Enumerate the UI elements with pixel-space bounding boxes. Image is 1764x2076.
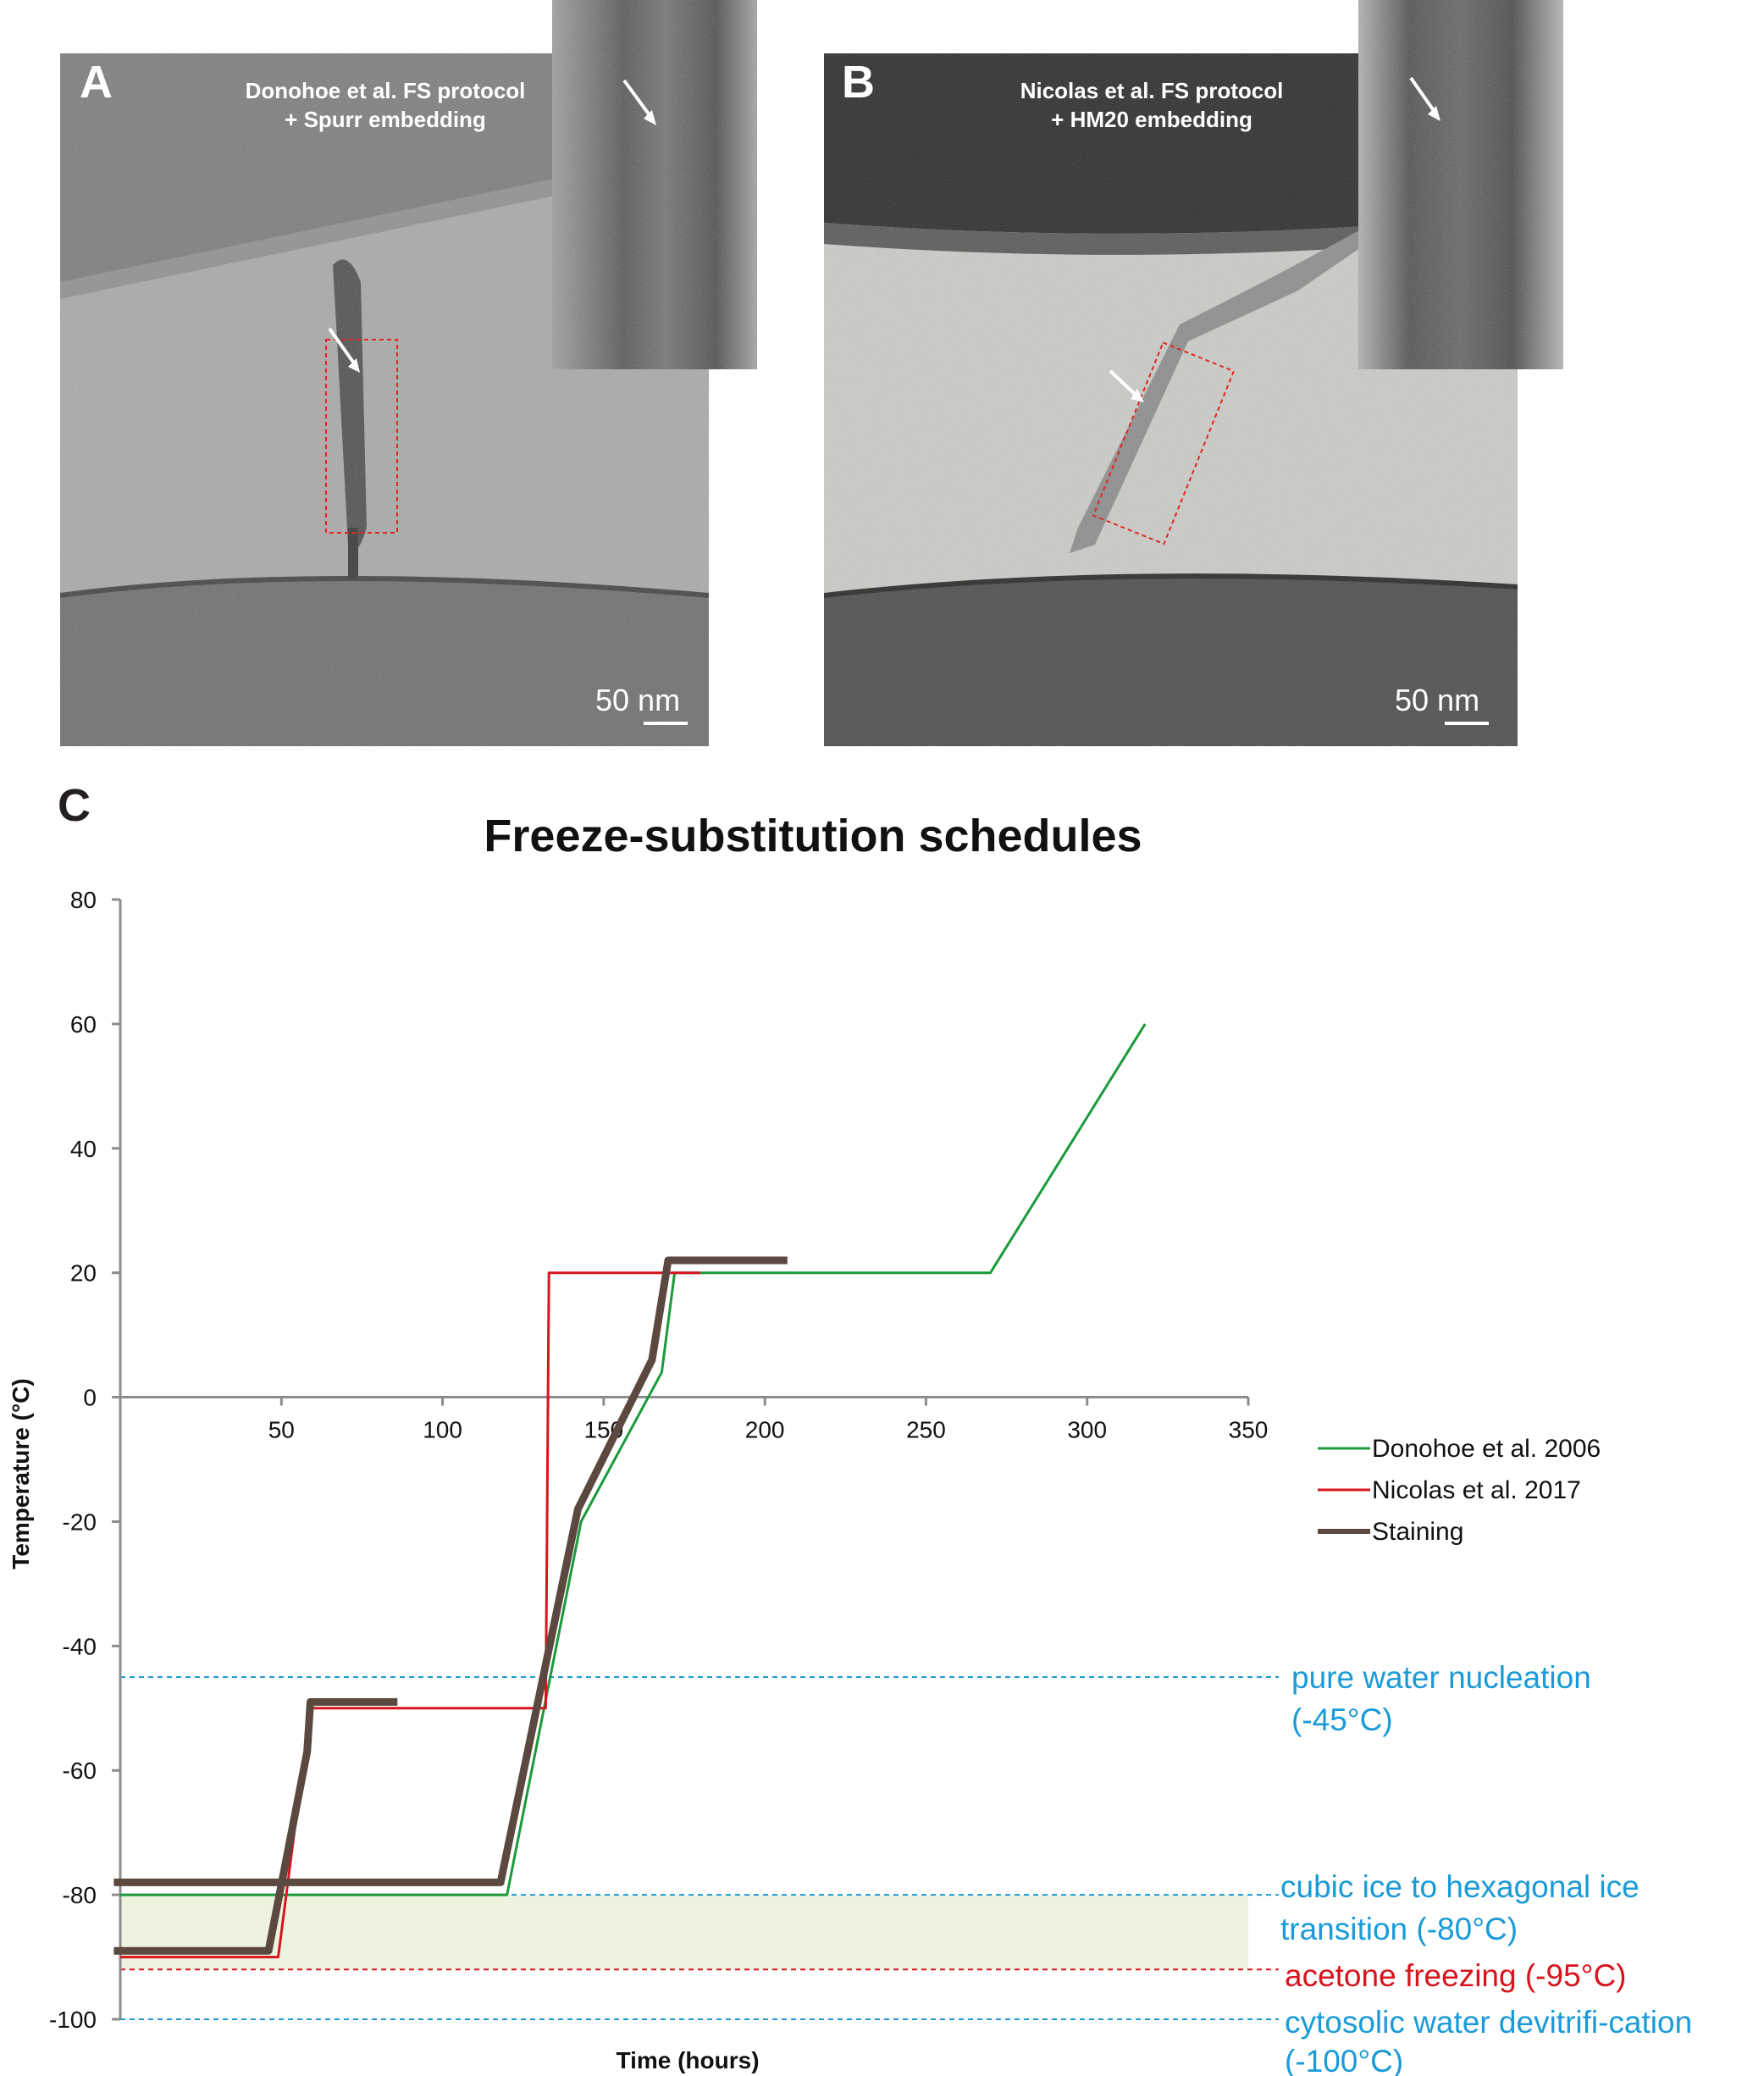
series-line-staining-0 bbox=[113, 1697, 398, 1955]
y-tick-label: 0 bbox=[83, 1385, 97, 1411]
y-tick-label: 80 bbox=[70, 887, 97, 913]
threshold-label-0-line2: (-45°C) bbox=[1291, 1702, 1393, 1737]
legend-layer: Donohoe et al. 2006 Nicolas et al. 2017 St… bbox=[1318, 1435, 1601, 1546]
x-axis-label: Time (hours) bbox=[616, 2047, 759, 2073]
panel-b-caption-line1: Nicolas et al. FS protocol bbox=[1020, 78, 1284, 103]
y-tick-label: 20 bbox=[70, 1260, 97, 1287]
panel-c-letter: C bbox=[58, 780, 91, 831]
threshold-label-1: cubic ice to hexagonal ice bbox=[1280, 1869, 1640, 1904]
panel-b-caption: Nicolas et al. FS protocol + HM20 embedd… bbox=[974, 76, 1330, 134]
panel-a-scale-label: 50 nm bbox=[595, 683, 681, 717]
panel-a-letter: A bbox=[80, 57, 113, 108]
y-tick-label: 40 bbox=[70, 1136, 97, 1162]
series-line-donohoe-et-al-2006 bbox=[120, 1023, 1147, 1896]
x-tick-label: 100 bbox=[423, 1417, 462, 1443]
panel-a-scale-bar bbox=[644, 722, 688, 725]
panel-b-scale-bar bbox=[1445, 722, 1489, 725]
threshold-label-3: cytosolic water devitrifi-cation bbox=[1285, 2005, 1692, 2040]
band-layer bbox=[120, 1895, 1248, 1970]
y-axis-label: Temperature (°C) bbox=[8, 1378, 34, 1569]
threshold-label-3-line2: (-100°C) bbox=[1285, 2044, 1403, 2076]
x-tick-label: 200 bbox=[745, 1417, 785, 1443]
series-layer bbox=[113, 1023, 1147, 1959]
panel-a-caption-line2: + Spurr embedding bbox=[285, 107, 486, 132]
legend-label: Nicolas et al. 2017 bbox=[1372, 1476, 1581, 1504]
x-tick-label: 250 bbox=[906, 1417, 946, 1443]
panel-b-caption-line2: + HM20 embedding bbox=[1051, 107, 1252, 132]
ice-transition-band bbox=[120, 1895, 1248, 1970]
y-tick-label: 60 bbox=[70, 1011, 97, 1038]
micrograph-b-inset bbox=[1358, 0, 1563, 369]
threshold-label-2: acetone freezing (-95°C) bbox=[1285, 1958, 1627, 1993]
micrograph-a-inset bbox=[552, 0, 757, 369]
panel-b-scale-label: 50 nm bbox=[1395, 683, 1480, 717]
legend-label: Donohoe et al. 2006 bbox=[1372, 1435, 1601, 1463]
x-tick-label: 50 bbox=[268, 1417, 295, 1443]
micrograph-a-inset-graphic bbox=[552, 0, 757, 369]
threshold-label-1-line2: transition (-80°C) bbox=[1280, 1912, 1518, 1946]
y-tick-label: -20 bbox=[63, 1509, 97, 1535]
y-tick-label: -100 bbox=[49, 2007, 97, 2033]
x-tick-label: 300 bbox=[1067, 1417, 1107, 1443]
panel-a-caption-line1: Donohoe et al. FS protocol bbox=[245, 78, 526, 103]
micrograph-b-inset-graphic bbox=[1358, 0, 1563, 369]
series-line-nicolas-et-al-2017 bbox=[120, 1271, 700, 1959]
x-tick-label: 350 bbox=[1229, 1417, 1269, 1443]
threshold-label-0: pure water nucleation bbox=[1291, 1660, 1591, 1695]
y-tick-label: -80 bbox=[63, 1882, 97, 1908]
legend-label: Staining bbox=[1372, 1518, 1463, 1546]
y-tick-label: -40 bbox=[63, 1633, 97, 1659]
series-line-staining-1 bbox=[113, 1256, 788, 1886]
y-tick-label: -60 bbox=[63, 1758, 97, 1784]
chart-title: Freeze-substitution schedules bbox=[484, 811, 1142, 861]
panel-a-caption: Donohoe et al. FS protocol + Spurr embed… bbox=[207, 76, 563, 134]
threshold-layer: pure water nucleation (-45°C) cubic ice to… bbox=[120, 1660, 1692, 2076]
panel-b-letter: B bbox=[842, 57, 875, 108]
